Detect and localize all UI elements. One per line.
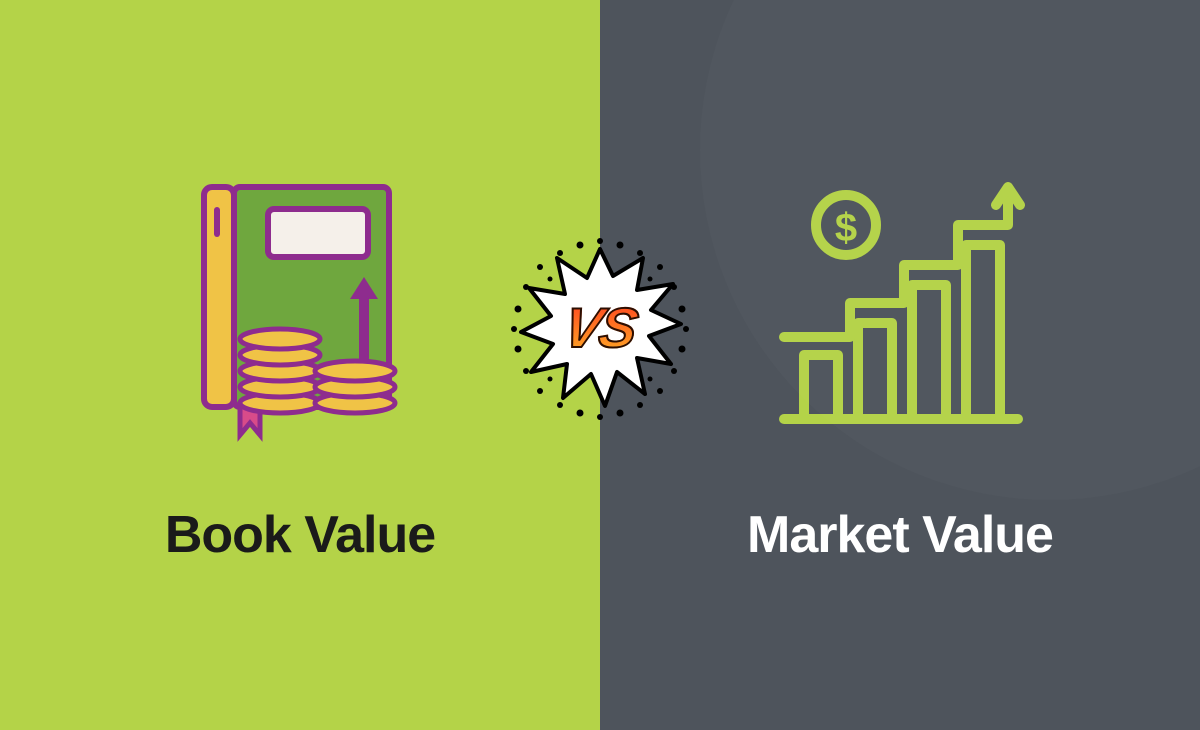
left-title: Book Value — [165, 505, 435, 565]
book-value-icon — [160, 165, 440, 445]
starburst-icon: VS — [515, 244, 685, 414]
vs-badge: VS — [515, 244, 685, 414]
vs-text: VS — [559, 295, 641, 360]
right-title: Market Value — [747, 505, 1053, 565]
